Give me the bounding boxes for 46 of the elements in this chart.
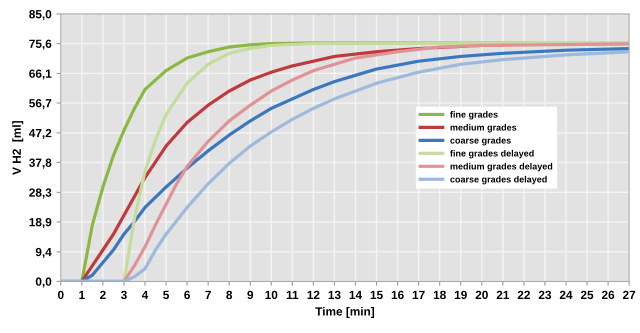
x-tick-label: 12: [308, 290, 320, 299]
y-tick-label: 85,0: [29, 10, 52, 20]
x-tick-label: 24: [560, 290, 572, 299]
x-tick-label: 17: [412, 290, 425, 299]
x-tick-label: 9: [247, 290, 254, 300]
y-tick-label: 28,3: [29, 188, 52, 198]
legend-label: fine grades: [450, 111, 498, 120]
x-tick-label: 5: [163, 290, 169, 300]
y-tick-label: 0,0: [36, 277, 52, 288]
x-tick-label: 11: [286, 290, 298, 299]
x-tick-label: 14: [350, 290, 362, 299]
x-tick-label: 26: [602, 290, 614, 300]
x-tick-label: 23: [538, 290, 552, 300]
x-tick-label: 1: [79, 290, 85, 299]
x-tick-label: 20: [476, 290, 488, 300]
y-tick-label: 18,9: [30, 218, 52, 228]
x-tick-label: 25: [580, 290, 594, 300]
x-tick-label: 0: [58, 290, 64, 300]
y-tick-label: 56,7: [29, 99, 52, 110]
x-tick-label: 13: [328, 290, 341, 300]
legend-label: coarse grades: [450, 136, 511, 146]
x-tick-label: 8: [226, 290, 232, 300]
x-tick-label: 18: [434, 290, 446, 300]
x-tick-label: 21: [496, 290, 510, 299]
x-tick-label: 7: [205, 290, 211, 299]
y-tick-label: 66,1: [29, 69, 52, 80]
y-tick-label: 37,8: [29, 158, 52, 169]
x-tick-label: 15: [370, 290, 383, 300]
y-axis-title: V H2 [ml]: [12, 121, 24, 175]
x-tick-label: 19: [454, 290, 467, 300]
legend-label: medium grades delayed: [450, 162, 552, 172]
legend-label: medium grades: [450, 124, 516, 132]
legend-label: coarse grades delayed: [450, 176, 547, 184]
y-tick-label: 9,4: [36, 248, 52, 258]
x-tick-label: 6: [184, 290, 190, 300]
legend-label: fine grades delayed: [450, 150, 534, 158]
x-tick-label: 10: [265, 290, 278, 300]
x-tick-label: 4: [142, 290, 148, 299]
x-tick-label: 22: [518, 290, 530, 299]
x-tick-label: 2: [100, 290, 106, 299]
x-axis-title: Time [min]: [315, 306, 374, 318]
x-tick-label: 27: [622, 290, 636, 299]
y-tick-label: 75,6: [29, 40, 52, 50]
x-tick-label: 3: [120, 290, 127, 300]
x-tick-label: 16: [392, 290, 404, 300]
y-tick-label: 47,2: [28, 128, 52, 140]
